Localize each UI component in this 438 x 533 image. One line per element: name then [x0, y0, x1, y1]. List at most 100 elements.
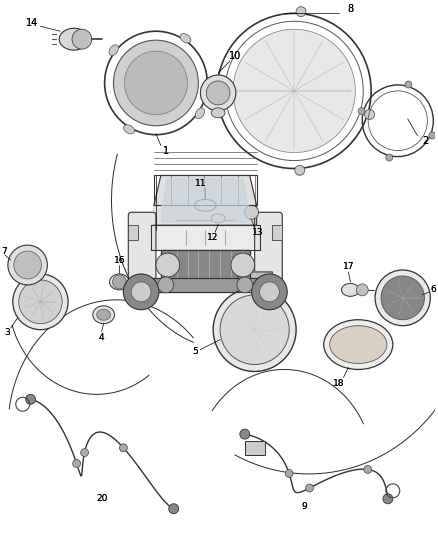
Text: 9: 9	[301, 502, 307, 511]
Text: 12: 12	[206, 232, 218, 241]
Circle shape	[358, 108, 365, 115]
Text: 1: 1	[163, 146, 169, 156]
Ellipse shape	[180, 34, 191, 43]
Text: 18: 18	[333, 379, 344, 388]
FancyBboxPatch shape	[254, 212, 282, 298]
Bar	[154, 175, 257, 205]
Circle shape	[113, 275, 126, 289]
Circle shape	[285, 470, 293, 478]
Text: 20: 20	[96, 494, 107, 503]
Text: 2: 2	[422, 136, 428, 146]
Text: 8: 8	[347, 4, 353, 14]
Circle shape	[231, 253, 254, 277]
Bar	[245, 441, 265, 455]
Circle shape	[306, 484, 314, 492]
Text: 3: 3	[4, 328, 10, 337]
Circle shape	[213, 288, 296, 372]
Ellipse shape	[110, 274, 129, 290]
Circle shape	[14, 251, 42, 279]
Circle shape	[81, 449, 88, 457]
Text: 10: 10	[229, 51, 241, 61]
Circle shape	[156, 253, 180, 277]
Circle shape	[26, 394, 35, 404]
Circle shape	[131, 282, 151, 302]
Circle shape	[240, 429, 250, 439]
Text: 11: 11	[194, 179, 206, 188]
Text: 14: 14	[26, 18, 39, 28]
Text: 4: 4	[99, 333, 104, 342]
Circle shape	[73, 459, 81, 467]
Circle shape	[357, 284, 368, 296]
Ellipse shape	[59, 28, 89, 50]
Text: 3: 3	[4, 328, 10, 337]
Circle shape	[158, 277, 174, 293]
Ellipse shape	[342, 284, 359, 296]
Polygon shape	[161, 250, 250, 278]
Text: 13: 13	[252, 228, 263, 237]
Text: 9: 9	[301, 502, 307, 511]
Text: 17: 17	[343, 262, 354, 271]
Circle shape	[13, 274, 68, 330]
Circle shape	[383, 494, 393, 504]
Circle shape	[375, 270, 431, 326]
Circle shape	[381, 276, 424, 320]
Circle shape	[295, 165, 305, 175]
Circle shape	[120, 444, 127, 452]
Text: 4: 4	[99, 333, 104, 342]
Circle shape	[206, 81, 230, 105]
Circle shape	[169, 504, 179, 514]
Text: 13: 13	[252, 228, 263, 237]
Ellipse shape	[109, 45, 119, 55]
Circle shape	[8, 245, 47, 285]
Polygon shape	[148, 278, 262, 292]
Circle shape	[405, 81, 412, 88]
Circle shape	[233, 29, 355, 152]
Ellipse shape	[211, 214, 225, 223]
Circle shape	[386, 154, 393, 161]
Text: 2: 2	[422, 136, 428, 146]
Circle shape	[72, 29, 92, 49]
Text: 1: 1	[163, 146, 169, 156]
Ellipse shape	[211, 108, 225, 118]
Text: 6: 6	[431, 285, 436, 294]
Text: 5: 5	[193, 347, 198, 356]
Text: 6: 6	[431, 285, 436, 294]
Ellipse shape	[194, 199, 216, 211]
Ellipse shape	[93, 306, 114, 324]
Ellipse shape	[195, 108, 205, 119]
Text: 7: 7	[1, 247, 7, 256]
Text: 10: 10	[229, 51, 241, 61]
Circle shape	[260, 282, 279, 302]
Circle shape	[200, 75, 236, 111]
Circle shape	[211, 97, 221, 107]
Circle shape	[364, 465, 372, 473]
Polygon shape	[151, 225, 260, 250]
Text: 8: 8	[347, 4, 353, 14]
Text: 14: 14	[26, 18, 39, 28]
Circle shape	[113, 40, 198, 126]
Circle shape	[365, 109, 374, 119]
Circle shape	[19, 280, 62, 324]
Circle shape	[237, 277, 253, 293]
Text: 7: 7	[1, 247, 7, 256]
Ellipse shape	[124, 125, 134, 134]
Text: 16: 16	[114, 255, 125, 264]
Circle shape	[245, 205, 258, 219]
Text: 5: 5	[193, 347, 198, 356]
Ellipse shape	[330, 326, 387, 364]
Text: 11: 11	[194, 179, 206, 188]
Polygon shape	[237, 272, 272, 288]
FancyBboxPatch shape	[128, 212, 156, 298]
Circle shape	[124, 274, 159, 310]
Bar	[161, 250, 250, 278]
Text: 17: 17	[343, 262, 354, 271]
Bar	[128, 225, 138, 240]
Polygon shape	[154, 175, 257, 225]
Text: 16: 16	[114, 255, 125, 264]
Bar	[272, 225, 282, 240]
Polygon shape	[162, 179, 249, 222]
Text: 20: 20	[96, 494, 107, 503]
Text: 12: 12	[206, 232, 218, 241]
Ellipse shape	[97, 309, 110, 320]
Circle shape	[124, 51, 187, 115]
